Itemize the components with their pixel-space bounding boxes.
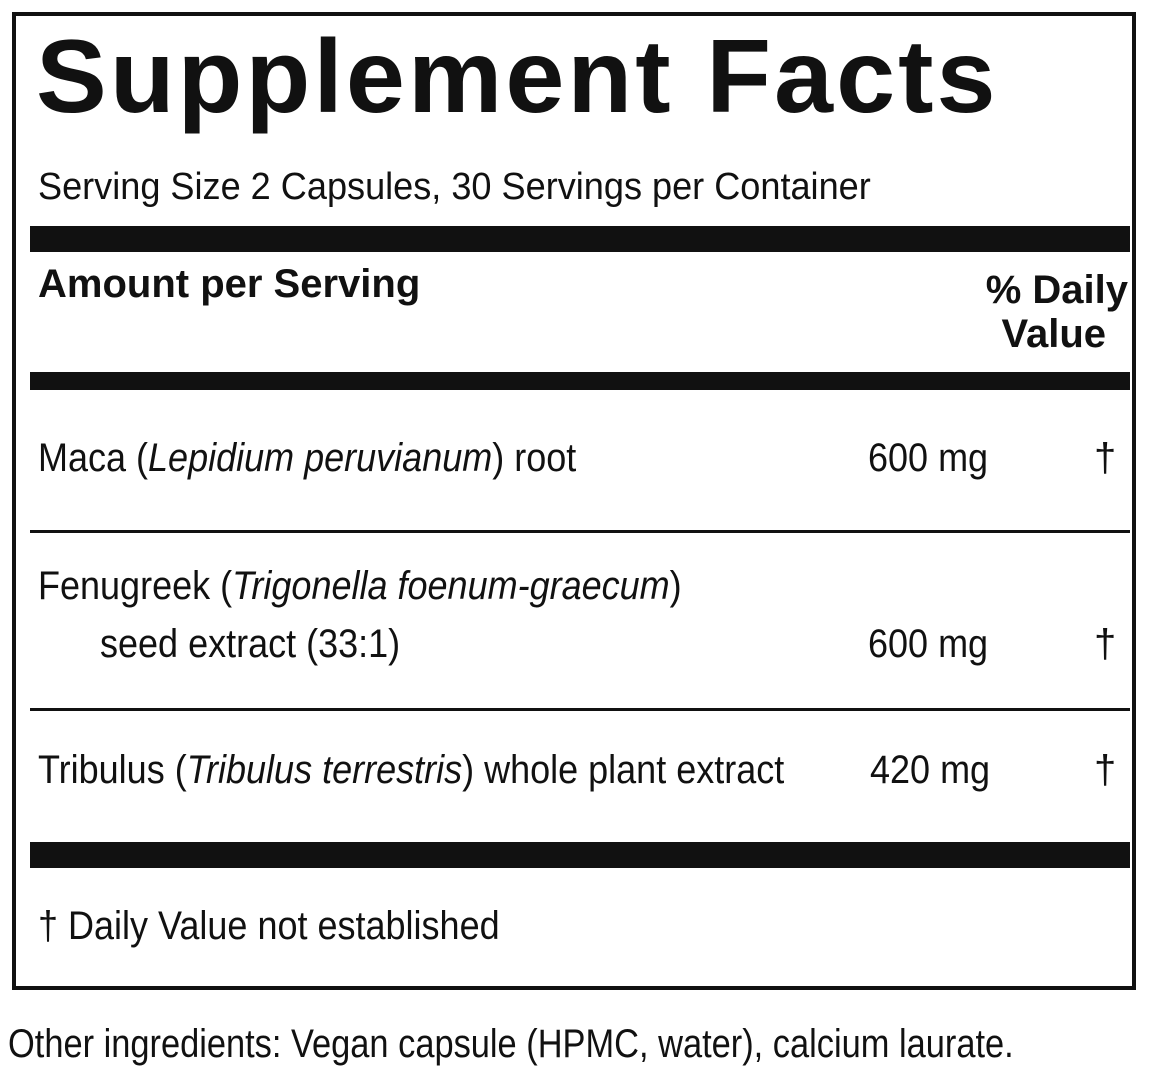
divider-medium [30,372,1130,390]
ingredient-fenugreek-line2: seed extract (33:1) [100,622,401,666]
dv-header-2: Value [1001,312,1106,356]
ingredient-fenugreek: Fenugreek (Trigonella foenum-graecum) [38,564,682,608]
supplement-facts-panel: Supplement Facts Serving Size 2 Capsules… [12,12,1136,990]
other-ingredients: Other ingredients: Vegan capsule (HPMC, … [8,1022,1014,1066]
amount-maca: 600 mg [868,436,989,480]
dv-tribulus: † [1094,748,1117,792]
row-divider [30,708,1130,711]
amount-fenugreek: 600 mg [868,622,989,666]
ingredient-maca: Maca (Lepidium peruvianum) root [38,436,577,480]
dv-maca: † [1094,436,1117,480]
dv-fenugreek: † [1094,622,1117,666]
ingredient-tribulus: Tribulus (Tribulus terrestris) whole pla… [38,748,785,792]
amount-tribulus: 420 mg [870,748,991,792]
panel-title: Supplement Facts [36,19,999,135]
dv-header-1: % Daily [985,268,1128,312]
amount-header: Amount per Serving [38,262,421,306]
row-divider [30,530,1130,533]
divider-thick [30,842,1130,868]
divider-thick [30,226,1130,252]
serving-info: Serving Size 2 Capsules, 30 Servings per… [38,166,871,208]
footnote: † Daily Value not established [38,904,500,948]
